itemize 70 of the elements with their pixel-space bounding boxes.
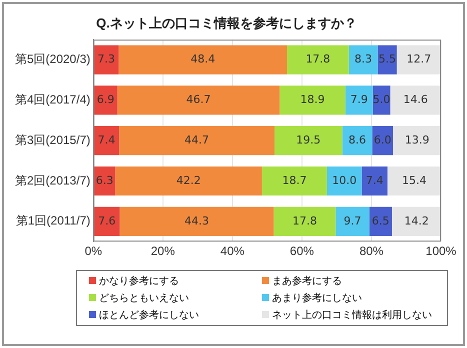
y-tick-label: 第3回(2015/7) (14, 132, 90, 147)
y-tick-label: 第4回(2017/4) (14, 92, 90, 107)
bar (336, 206, 370, 236)
data-label: 6.3 (96, 174, 114, 187)
data-label: 9.7 (344, 214, 362, 228)
data-label: 18.9 (300, 93, 325, 106)
bar (274, 126, 342, 156)
bar (262, 166, 327, 196)
data-label: 42.2 (176, 174, 201, 187)
bar (280, 86, 346, 115)
data-label: 48.4 (190, 52, 216, 66)
bar (369, 206, 392, 236)
bar (115, 166, 262, 196)
data-label: 7.9 (350, 93, 368, 106)
data-label: 8.3 (354, 52, 372, 66)
bar (94, 126, 120, 156)
data-label: 17.8 (292, 214, 317, 228)
data-label: 6.9 (96, 93, 114, 106)
bar (119, 126, 274, 156)
x-tick-label: 60% (290, 244, 314, 258)
data-label: 5.0 (372, 93, 390, 106)
bar (94, 206, 120, 236)
data-label: 7.4 (366, 174, 384, 187)
bar (118, 45, 287, 74)
bar (345, 86, 373, 115)
legend-label: どちらともいえない (98, 292, 190, 305)
bar (274, 206, 336, 236)
data-label: 12.7 (406, 52, 432, 66)
data-label: 17.8 (306, 52, 330, 66)
bar (94, 45, 119, 74)
x-tick-label: 40% (220, 244, 245, 258)
data-label: 6.5 (372, 214, 390, 228)
data-label: 14.2 (404, 214, 429, 228)
chart-title: Q.ネット上の口コミ情報を参考にしますか？ (96, 15, 357, 30)
data-label: 7.3 (98, 52, 116, 66)
bar (287, 45, 349, 74)
bar (372, 126, 394, 156)
data-label: 5.5 (378, 52, 396, 66)
data-label: 7.6 (98, 214, 116, 228)
data-label: 15.4 (402, 174, 426, 187)
data-label: 8.6 (348, 133, 366, 146)
data-label: 46.7 (186, 93, 211, 106)
data-label: 6.0 (374, 133, 392, 146)
bar (348, 45, 378, 74)
data-label: 44.7 (184, 133, 210, 146)
data-label: 44.3 (184, 214, 210, 228)
bar (326, 166, 362, 196)
data-label: 10.0 (332, 174, 357, 187)
data-label: 13.9 (404, 133, 430, 146)
data-label: 7.4 (98, 133, 116, 146)
x-tick-label: 20% (150, 244, 176, 258)
legend-label: まあ参考にする (271, 274, 343, 288)
bar (117, 86, 280, 115)
legend-label: かなり参考にする (98, 274, 180, 288)
data-label: 14.6 (403, 93, 428, 106)
y-tick-label: 第1回(2011/7) (16, 214, 90, 228)
y-tick-label: 第2回(2013/7) (14, 173, 90, 188)
x-tick-label: 100% (426, 244, 457, 258)
bar (362, 166, 388, 196)
legend-label: ネット上の口コミ情報は利用しない (271, 308, 433, 322)
x-tick-label: 80% (359, 244, 384, 258)
y-tick-label: 第5回(2020/3) (14, 52, 90, 66)
bar (120, 206, 274, 236)
data-label: 18.7 (282, 174, 307, 187)
x-tick-label: 0% (84, 244, 102, 258)
legend-label: あまり参考にしない (271, 292, 363, 305)
data-label: 19.5 (296, 133, 321, 146)
bar (342, 126, 372, 156)
bar (378, 45, 397, 74)
legend-label: ほとんど参考にしない (98, 308, 200, 322)
